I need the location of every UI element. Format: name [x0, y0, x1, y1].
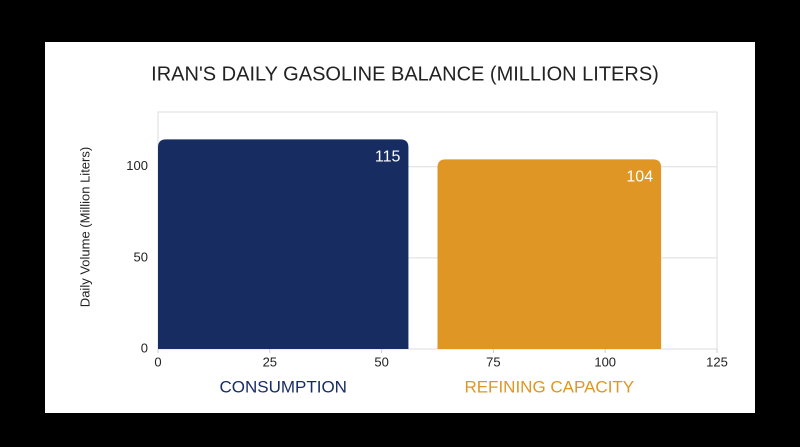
y-tick-label: 100 — [126, 158, 148, 173]
x-tick-label: 100 — [594, 354, 616, 369]
bar — [158, 139, 409, 349]
category-label: CONSUMPTION — [219, 377, 347, 396]
y-axis-label: Daily Volume (Million Liters) — [77, 147, 92, 307]
y-tick-label: 50 — [134, 249, 148, 264]
x-tick-label: 25 — [263, 354, 277, 369]
value-label: 115 — [375, 149, 401, 166]
value-label: 104 — [626, 169, 653, 186]
category-label: REFINING CAPACITY — [464, 377, 634, 396]
bar — [437, 159, 662, 349]
chart-title: IRAN'S DAILY GASOLINE BALANCE (MILLION L… — [151, 63, 659, 85]
x-tick-label: 75 — [486, 354, 500, 369]
x-tick-label: 125 — [706, 354, 728, 369]
x-tick-label: 0 — [154, 354, 161, 369]
y-tick-label: 0 — [141, 340, 148, 355]
x-tick-label: 50 — [374, 354, 388, 369]
